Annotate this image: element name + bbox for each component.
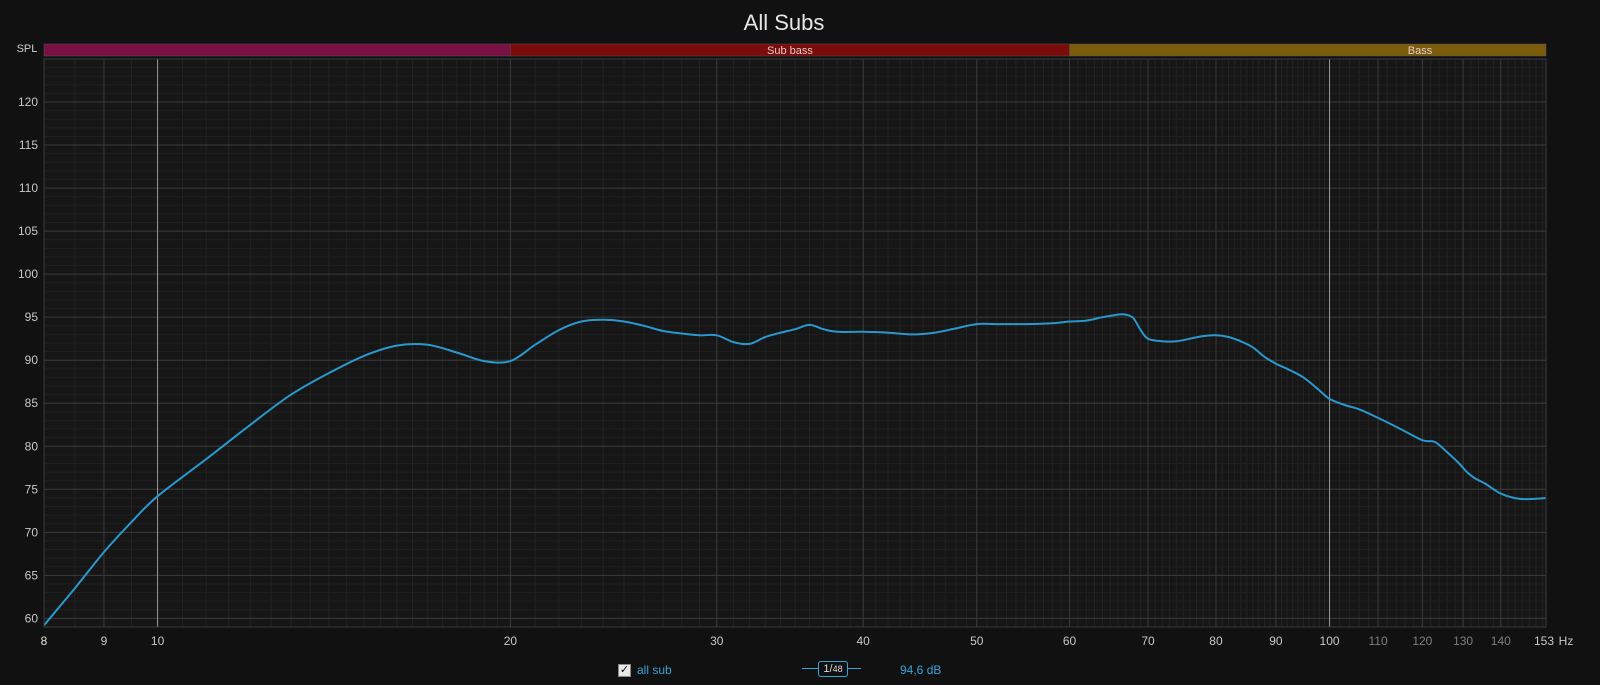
- legend-item-all-sub[interactable]: ✓ all sub: [618, 663, 672, 677]
- y-tick-label: 115: [19, 138, 38, 152]
- x-tick-label: 153: [1534, 634, 1554, 648]
- band-label-2: Bass: [1408, 45, 1433, 57]
- y-tick-label: 90: [25, 353, 39, 367]
- x-tick-label: 20: [504, 634, 518, 648]
- y-tick-label: 65: [25, 568, 39, 582]
- y-tick-label: 85: [25, 396, 39, 410]
- x-tick-label: 70: [1141, 634, 1155, 648]
- band-2: [1069, 43, 1547, 57]
- band-label-1: Sub bass: [767, 45, 813, 57]
- axis-ticks: 60 65 70 75 80 85 90 95 100 105 110 115 120 8 9 10 20 30 4…: [18, 95, 1573, 648]
- series-checkbox[interactable]: ✓: [618, 663, 631, 677]
- smoothing-value: 1/48: [818, 661, 848, 677]
- x-tick-label: 90: [1269, 634, 1283, 648]
- x-tick-label: 9: [101, 634, 108, 648]
- y-tick-label: 105: [18, 224, 38, 238]
- x-tick-label: 40: [856, 634, 870, 648]
- series-line-all-sub: [44, 313, 1546, 626]
- y-tick-label: 60: [25, 611, 39, 625]
- y-tick-label: 100: [18, 267, 38, 281]
- band-0: [43, 43, 511, 57]
- x-tick-label: 10: [151, 634, 165, 648]
- x-tick-label: 140: [1491, 634, 1511, 648]
- y-tick-label: 110: [19, 181, 38, 195]
- x-tick-label: 110: [1368, 634, 1387, 648]
- legend-series-label: all sub: [637, 663, 672, 677]
- plot-border: [43, 58, 1547, 628]
- x-tick-label: 8: [41, 634, 48, 648]
- x-tick-label: 120: [1412, 634, 1432, 648]
- smoothing-badge[interactable]: 1/48: [802, 659, 861, 679]
- chart-title: All Subs: [744, 10, 825, 35]
- x-tick-label: 130: [1453, 634, 1473, 648]
- y-tick-label: 120: [18, 95, 38, 109]
- y-tick-label: 70: [25, 525, 39, 539]
- x-tick-label: 30: [710, 634, 724, 648]
- spl-chart[interactable]: All Subs SPL Sub bass Bass 60 65 70 75 80 85 90…: [0, 0, 1600, 654]
- x-unit-label: Hz: [1559, 634, 1574, 648]
- grid: [43, 59, 1546, 627]
- y-tick-label: 80: [25, 439, 39, 453]
- series: [44, 313, 1546, 626]
- x-tick-label: 50: [970, 634, 984, 648]
- y-axis-label: SPL: [17, 43, 38, 55]
- y-tick-label: 75: [25, 482, 39, 496]
- x-tick-label: 80: [1209, 634, 1223, 648]
- legend-bar: ✓ all sub 1/48 94,6 dB: [0, 654, 1600, 684]
- y-tick-label: 95: [25, 310, 39, 324]
- x-tick-label: 60: [1063, 634, 1077, 648]
- spl-readout: 94,6 dB: [900, 663, 942, 677]
- frequency-bands: Sub bass Bass: [43, 43, 1547, 57]
- x-edge-label: 8: [41, 634, 48, 648]
- x-tick-label: 100: [1320, 634, 1340, 648]
